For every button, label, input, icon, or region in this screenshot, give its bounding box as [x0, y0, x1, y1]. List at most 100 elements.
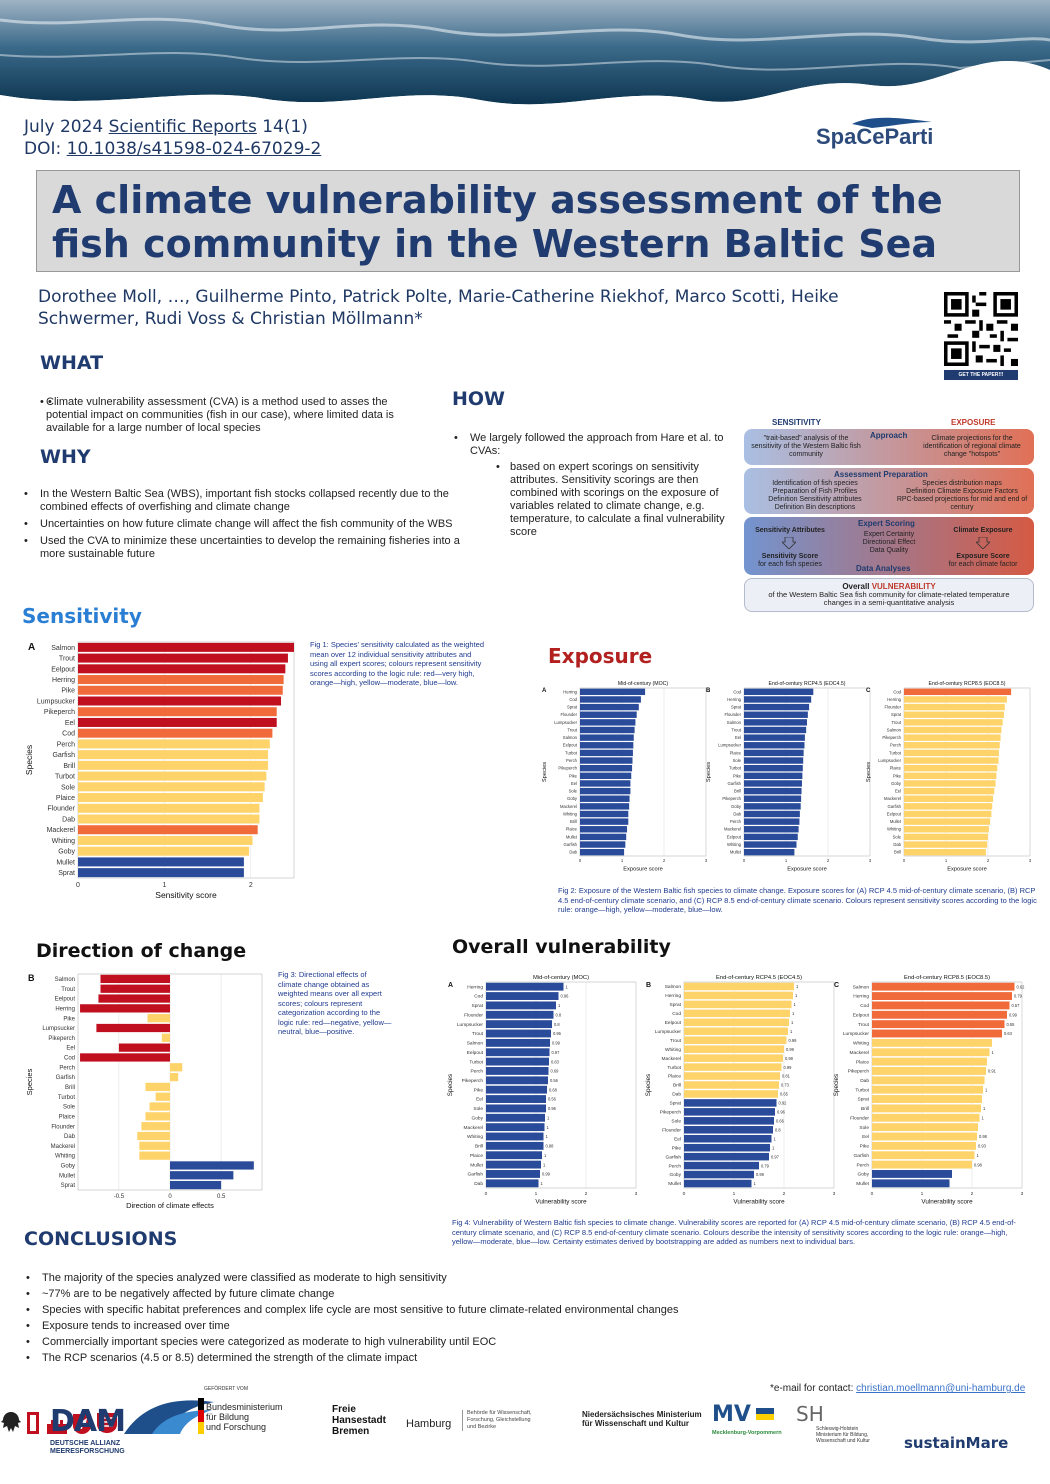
- y-tick-label: Pike: [63, 1016, 75, 1022]
- bar: [580, 841, 626, 848]
- bar: [580, 826, 628, 833]
- y-tick-label: Pike: [474, 1087, 484, 1093]
- data-label: 0.56: [550, 1078, 559, 1083]
- y-tick-label: Flounder: [662, 1127, 681, 1133]
- y-tick-label: Salmon: [467, 1041, 484, 1047]
- data-label: 1: [566, 984, 569, 989]
- y-tick-label: Pikeperch: [462, 1078, 484, 1084]
- data-label: 1: [547, 1115, 550, 1120]
- flow-exposure-label: EXPOSURE: [951, 418, 996, 427]
- bar: [161, 1033, 170, 1042]
- y-tick-label: Herring: [665, 993, 681, 999]
- bar: [139, 1151, 170, 1160]
- authors: Dorothee Moll, …, Guilherme Pinto, Patri…: [38, 287, 839, 329]
- flow-ov3: of the Western Baltic Sea fish community…: [768, 590, 1010, 607]
- x-tick-label: 0: [579, 858, 582, 863]
- bar: [486, 1057, 549, 1066]
- y-tick-label: Mackerel: [51, 1144, 75, 1150]
- journal-link[interactable]: Scientific Reports: [108, 117, 257, 137]
- bar: [486, 1095, 546, 1103]
- bar: [580, 764, 633, 772]
- y-tick-label: Garfish: [52, 752, 75, 759]
- bar: [744, 757, 804, 764]
- x-tick-label: 1: [785, 858, 788, 863]
- bar: [684, 1081, 779, 1089]
- bar: [904, 833, 988, 841]
- bar: [904, 810, 992, 818]
- bar: [580, 833, 627, 841]
- y-tick-label: Eelpout: [665, 1020, 682, 1026]
- y-tick-label: Trout: [61, 987, 75, 993]
- x-tick-label: 3: [635, 1191, 638, 1197]
- doi-link[interactable]: 10.1038/s41598-024-67029-2: [66, 139, 322, 159]
- bar: [170, 1072, 179, 1082]
- bar: [78, 857, 244, 867]
- bar: [486, 1067, 549, 1075]
- bar: [744, 726, 807, 734]
- data-label: 0.79: [761, 1163, 770, 1168]
- flow-ov2: VULNERABILITY: [871, 582, 936, 591]
- y-tick-label: Lumpsucker: [42, 1026, 75, 1032]
- y-tick-label: Brill: [734, 789, 741, 794]
- y-tick-label: Dab: [733, 811, 741, 816]
- y-tick-label: Turbot: [469, 1059, 483, 1065]
- flow-expert-box: Expert Scoring Sensitivity Attributes Cl…: [744, 517, 1034, 575]
- x-tick-label: 0: [903, 858, 906, 863]
- panel-letter: B: [646, 982, 651, 989]
- fig2b-exposure-chart: 0 1 2 3 B End-of-century RCP4.5 (EOC4.5) Expos…: [706, 681, 872, 872]
- contact-email-link[interactable]: christian.moellmann@uni-hamburg.de: [856, 1383, 1026, 1394]
- bar: [580, 703, 639, 711]
- y-tick-label: Eelpout: [887, 811, 902, 816]
- gefoerdert-label: GEFÖRDERT VOM: [204, 1386, 248, 1392]
- bar: [904, 787, 995, 795]
- bar: [80, 1053, 170, 1062]
- bar: [580, 749, 633, 757]
- y-tick-label: Sprat: [58, 870, 75, 877]
- bar: [684, 1054, 783, 1062]
- bar: [684, 1090, 778, 1098]
- bar: [580, 818, 629, 825]
- x-tick-label: 2: [987, 858, 990, 863]
- data-label: 1: [558, 1003, 561, 1008]
- bar: [744, 818, 800, 825]
- y-tick-label: Flounder: [51, 1124, 75, 1130]
- bar: [904, 757, 999, 764]
- bar: [904, 795, 994, 802]
- bar: [872, 1076, 985, 1085]
- qr-code-icon[interactable]: [944, 292, 1018, 366]
- federal-eagle-icon: [1, 1412, 21, 1432]
- y-tick-label: Garfish: [56, 1075, 75, 1081]
- flow-da: Data Analyses: [856, 564, 911, 573]
- flow-ce: Climate Exposure: [953, 527, 1013, 534]
- y-tick-label: Sprat: [61, 1183, 76, 1189]
- bar: [904, 764, 998, 772]
- y-tick-label: Eelpout: [55, 997, 76, 1003]
- data-label: 1: [774, 1136, 777, 1141]
- y-tick-label: Dab: [860, 1078, 869, 1084]
- y-tick-label: Lumpsucker: [655, 1029, 682, 1035]
- bar: [580, 810, 629, 818]
- y-tick-label: Sprat: [472, 1003, 484, 1009]
- data-label: 1: [992, 1050, 995, 1055]
- data-label: 1: [544, 1153, 547, 1158]
- x-tick-label: 2: [783, 1191, 786, 1197]
- mv-logo-sub: Mecklenburg-Vorpommern: [712, 1430, 782, 1436]
- dam-logo-sub: DEUTSCHE ALLIANZ MEERESFORSCHUNG: [50, 1440, 125, 1455]
- bar: [684, 1018, 789, 1027]
- sh-logo-text: SH: [796, 1402, 824, 1426]
- flow-ss: Sensitivity Score: [761, 553, 819, 560]
- bar: [486, 1160, 541, 1169]
- bar: [904, 703, 1005, 711]
- get-paper-button[interactable]: GET THE PAPER!!!: [944, 370, 1018, 380]
- what-text-body: Climate vulnerability assessment (CVA) i…: [46, 396, 394, 434]
- flow-overall-box: Overall VULNERABILITY of the Western Bal…: [744, 578, 1034, 612]
- y-tick-label: Garfish: [468, 1172, 484, 1178]
- x-tick-label: 0: [683, 1191, 686, 1197]
- y-tick-label: Mackerel: [724, 827, 741, 832]
- bar: [744, 711, 808, 718]
- direction-heading: Direction of change: [36, 940, 247, 962]
- bar: [78, 739, 270, 749]
- bar: [145, 1082, 170, 1092]
- fig4-caption: Fig 4: Vulnerability of Western Baltic f…: [452, 1218, 1016, 1246]
- y-tick-label: Turbot: [55, 774, 75, 781]
